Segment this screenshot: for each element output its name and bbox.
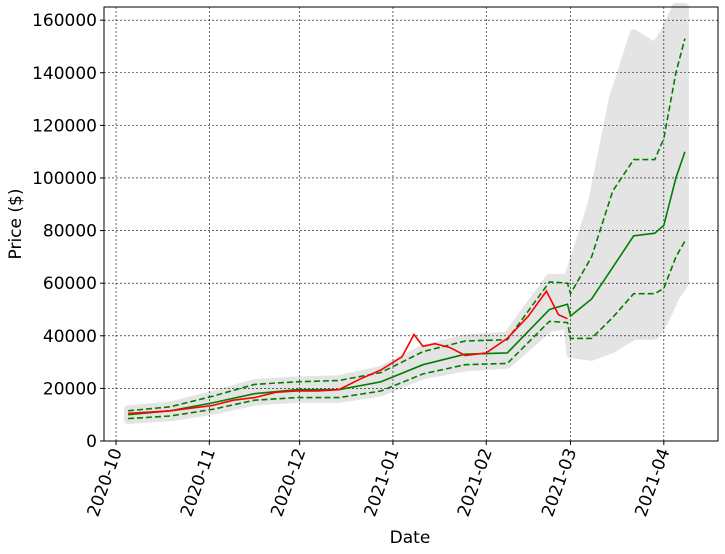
y-tick-label: 120000: [32, 116, 97, 136]
y-tick-label: 60000: [43, 274, 97, 294]
x-tick-label: 2020-12: [267, 446, 310, 520]
y-tick-label: 40000: [43, 327, 97, 347]
y-axis-label: Price ($): [6, 189, 26, 260]
x-tick-label: 2021-03: [538, 446, 581, 520]
y-tick-label: 140000: [32, 64, 97, 84]
x-tick-label: 2021-01: [361, 446, 404, 520]
x-tick-label: 2020-11: [177, 446, 220, 520]
x-tick-label: 2021-04: [631, 446, 674, 520]
y-tick-label: 20000: [43, 379, 97, 399]
series-line: [128, 289, 568, 415]
y-tick-label: 0: [86, 432, 97, 452]
sample-band: [124, 3, 689, 424]
x-tick-label: 2020-10: [84, 446, 127, 520]
y-tick-label: 160000: [32, 11, 97, 31]
x-axis-label: Date: [390, 528, 431, 548]
y-tick-label: 100000: [32, 169, 97, 189]
y-tick-label: 80000: [43, 222, 97, 242]
series-line: [128, 151, 686, 416]
plot-frame: [103, 6, 719, 442]
series-line: [128, 240, 686, 420]
series-line: [128, 38, 686, 412]
x-tick-label: 2021-02: [454, 446, 497, 520]
